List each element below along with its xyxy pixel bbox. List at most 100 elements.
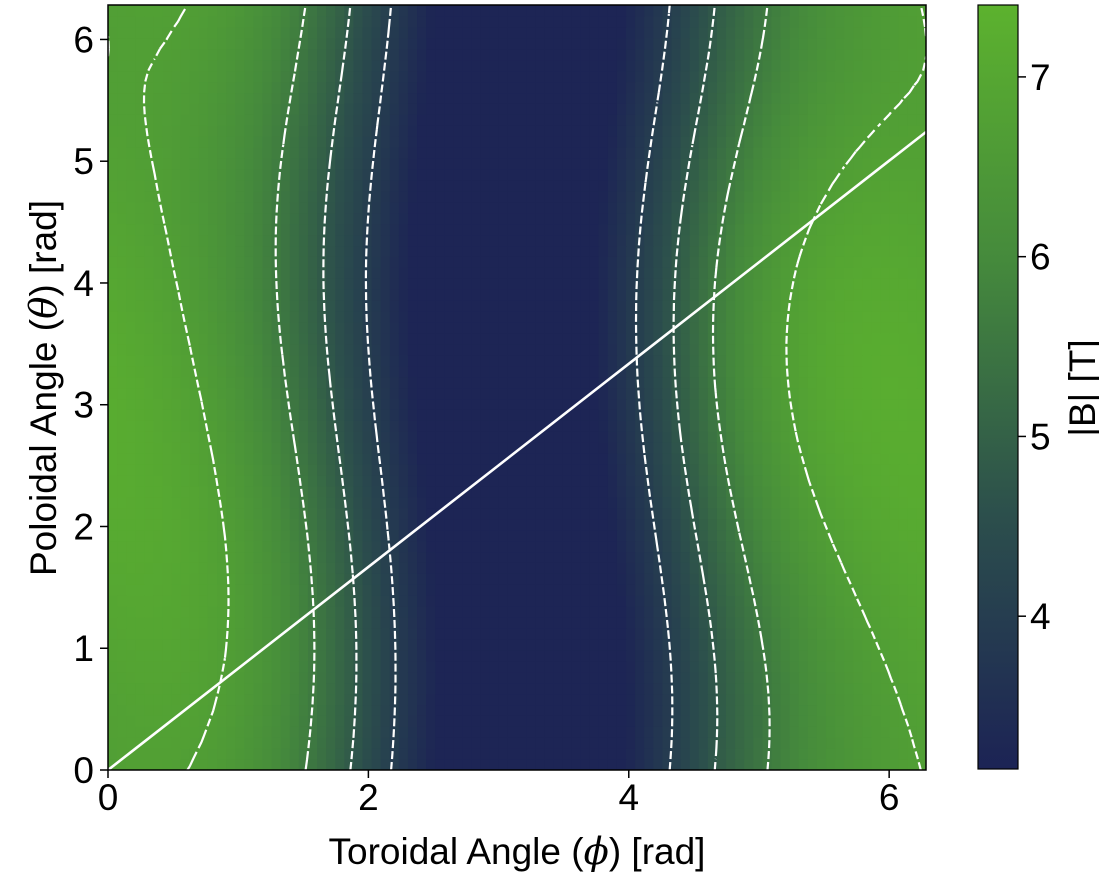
heatmap-cell	[189, 201, 200, 214]
heatmap-cell	[544, 485, 554, 498]
heatmap-cell	[380, 354, 391, 367]
heatmap-cell	[798, 737, 809, 749]
heatmap-cell	[889, 431, 900, 443]
heatmap-cell	[780, 715, 791, 727]
heatmap-cell	[108, 201, 118, 214]
heatmap-cell	[753, 496, 763, 509]
heatmap-cell	[317, 431, 327, 443]
heatmap-cell	[180, 409, 191, 421]
heatmap-cell	[117, 158, 127, 170]
heatmap-cell	[707, 168, 718, 181]
heatmap-cell	[462, 682, 473, 695]
heatmap-cell	[126, 726, 136, 738]
heatmap-cell	[835, 671, 845, 684]
heatmap-cell	[680, 606, 691, 618]
heatmap-cell	[298, 759, 309, 770]
heatmap-cell	[626, 529, 636, 542]
heatmap-cell	[716, 387, 727, 400]
heatmap-cell	[753, 365, 763, 378]
heatmap-cell	[226, 507, 236, 520]
heatmap-cell	[507, 606, 518, 618]
heatmap-cell	[235, 387, 245, 400]
heatmap-cell	[280, 365, 291, 378]
heatmap-cell	[180, 387, 191, 400]
heatmap-cell	[289, 748, 300, 760]
heatmap-cell	[135, 464, 145, 476]
heatmap-cell	[244, 158, 255, 170]
heatmap-cell	[698, 595, 709, 607]
heatmap-cell	[589, 584, 600, 596]
heatmap-cell	[371, 485, 382, 498]
heatmap-cell	[907, 354, 918, 367]
heatmap-cell	[762, 201, 773, 214]
heatmap-cell	[244, 748, 255, 760]
heatmap-cell	[898, 453, 909, 465]
heatmap-cell	[344, 617, 354, 629]
heatmap-cell	[189, 267, 200, 279]
heatmap-cell	[335, 354, 345, 367]
heatmap-cell	[380, 365, 391, 378]
heatmap-cell	[880, 693, 891, 706]
heatmap-cell	[889, 474, 900, 487]
heatmap-cell	[889, 485, 900, 498]
heatmap-cell	[535, 256, 545, 268]
heatmap-cell	[580, 748, 591, 760]
heatmap-cell	[517, 693, 527, 706]
heatmap-cell	[744, 365, 754, 378]
heatmap-cell	[189, 540, 200, 553]
heatmap-cell	[798, 649, 809, 662]
heatmap-cell	[126, 529, 136, 542]
heatmap-cell	[798, 409, 809, 421]
heatmap-cell	[289, 474, 300, 487]
heatmap-cell	[535, 649, 545, 662]
heatmap-cell	[707, 464, 718, 476]
heatmap-cell	[189, 649, 200, 662]
heatmap-cell	[707, 606, 718, 618]
heatmap-cell	[771, 595, 782, 607]
heatmap-cell	[435, 562, 445, 574]
heatmap-cell	[371, 693, 382, 706]
heatmap-cell	[644, 420, 654, 432]
heatmap-cell	[735, 190, 745, 203]
heatmap-cell	[108, 759, 118, 770]
heatmap-cell	[244, 223, 255, 236]
heatmap-cell	[180, 507, 191, 520]
heatmap-cell	[653, 365, 664, 378]
heatmap-cell	[117, 212, 127, 225]
heatmap-cell	[798, 420, 809, 432]
heatmap-cell	[816, 332, 827, 345]
heatmap-cell	[480, 409, 491, 421]
heatmap-cell	[616, 573, 627, 585]
heatmap-cell	[871, 190, 882, 203]
heatmap-cell	[853, 256, 863, 268]
heatmap-cell	[444, 562, 454, 574]
heatmap-cell	[171, 748, 182, 760]
heatmap-cell	[626, 584, 636, 596]
heatmap-cell	[607, 212, 618, 225]
heatmap-cell	[162, 431, 173, 443]
heatmap-cell	[862, 704, 873, 716]
heatmap-cell	[898, 562, 909, 574]
heatmap-cell	[126, 627, 136, 640]
heatmap-cell	[907, 573, 918, 585]
heatmap-cell	[635, 529, 645, 542]
heatmap-cell	[807, 256, 818, 268]
heatmap-cell	[853, 638, 863, 651]
heatmap-cell	[689, 453, 700, 465]
heatmap-cell	[898, 245, 909, 257]
heatmap-cell	[517, 343, 527, 356]
heatmap-cell	[844, 715, 854, 727]
heatmap-cell	[635, 190, 645, 203]
heatmap-cell	[716, 190, 727, 203]
heatmap-cell	[198, 573, 209, 585]
heatmap-cell	[317, 442, 327, 454]
heatmap-cell	[226, 168, 236, 181]
heatmap-cell	[835, 518, 845, 531]
heatmap-cell	[689, 387, 700, 400]
heatmap-cell	[180, 179, 191, 192]
heatmap-cell	[471, 278, 482, 290]
heatmap-cell	[108, 321, 118, 334]
heatmap-cell	[262, 158, 273, 170]
heatmap-cell	[117, 409, 127, 421]
heatmap-cell	[662, 409, 673, 421]
